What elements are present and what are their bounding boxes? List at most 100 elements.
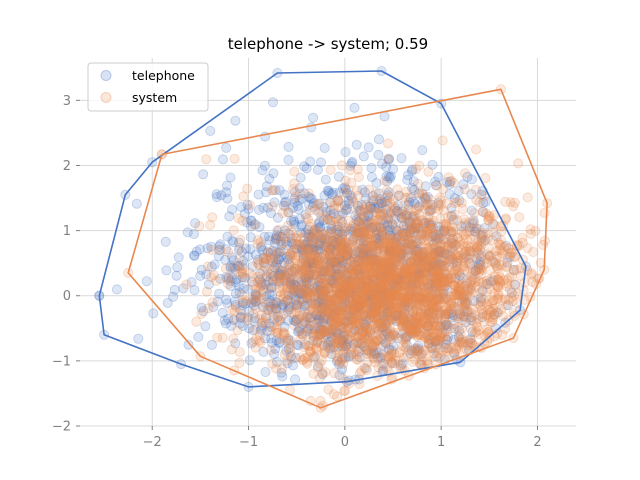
data-point-telephone [455,309,466,320]
data-point-telephone [250,313,261,324]
data-point-system [459,214,470,225]
data-point-system [282,220,293,231]
data-point-system [513,158,524,169]
data-point-telephone [342,243,353,254]
data-point-telephone [325,308,336,319]
data-point-system [279,233,290,244]
data-point-system [320,288,331,299]
data-point-system [437,135,448,146]
data-point-telephone [296,279,307,290]
data-point-telephone [430,234,441,245]
data-point-telephone [345,305,356,316]
data-point-telephone [391,205,402,216]
data-point-telephone [314,313,325,324]
data-point-telephone [402,170,413,181]
data-point-telephone [377,340,388,351]
data-point-system [486,235,497,246]
data-point-telephone [450,273,461,284]
data-point-telephone [502,300,513,311]
data-point-telephone [368,301,379,312]
data-point-system [488,256,499,267]
data-point-system [416,188,427,199]
data-point-telephone [397,328,408,339]
data-point-telephone [221,180,232,191]
data-point-telephone [404,237,415,248]
data-point-system [207,297,218,308]
data-point-telephone [111,284,122,295]
data-point-telephone [307,275,318,286]
data-point-telephone [161,265,172,276]
data-point-telephone [508,264,519,275]
data-point-telephone [290,264,301,275]
data-point-telephone [259,231,270,242]
data-point-telephone [298,238,309,249]
data-point-telephone [293,284,304,295]
data-point-telephone [316,286,327,297]
data-point-telephone [506,287,517,298]
data-point-telephone [331,271,342,282]
x-tick-label: −2 [143,435,162,450]
data-point-telephone [260,279,271,290]
data-point-telephone [293,204,304,215]
data-point-system [424,211,435,222]
data-point-system [386,270,397,281]
data-point-system [328,319,339,330]
data-point-telephone [464,337,475,348]
data-point-telephone [271,335,282,346]
data-point-system [382,154,393,165]
data-point-telephone [221,294,232,305]
data-point-system [420,332,431,343]
data-point-telephone [328,277,339,288]
data-point-telephone [258,346,269,357]
data-point-telephone [353,263,364,274]
data-point-telephone [271,356,282,367]
data-point-system [530,225,541,236]
data-point-telephone [334,253,345,264]
data-point-telephone [339,292,350,303]
data-point-telephone [303,231,314,242]
data-point-system [471,144,482,155]
data-point-telephone [275,315,286,326]
data-point-telephone [376,226,387,237]
data-point-telephone [351,139,362,150]
data-point-telephone [303,258,314,269]
data-point-telephone [349,274,360,285]
data-point-telephone [334,187,345,198]
data-point-telephone [322,185,333,196]
data-point-telephone [300,272,311,283]
data-point-telephone [366,172,377,183]
data-point-telephone [324,250,335,261]
data-point-telephone [237,260,248,271]
data-point-telephone [300,283,311,294]
data-point-telephone [373,134,384,145]
data-point-system [226,344,237,355]
data-point-system [391,232,402,243]
data-point-telephone [314,198,325,209]
data-point-system [377,307,388,318]
data-point-telephone [283,343,294,354]
data-point-telephone [401,339,412,350]
data-point-telephone [387,219,398,230]
data-point-telephone [243,284,254,295]
data-point-system [336,160,347,171]
data-point-system [345,331,356,342]
data-point-telephone [358,151,369,162]
data-point-telephone [182,227,193,238]
data-point-telephone [304,258,315,269]
data-point-system [242,183,253,194]
data-point-telephone [412,238,423,249]
data-point-telephone [133,333,144,344]
data-point-system [289,166,300,177]
data-point-telephone [383,154,394,165]
data-point-telephone [349,259,360,270]
data-point-telephone [439,321,450,332]
data-point-telephone [407,212,418,223]
data-point-telephone [444,179,455,190]
data-point-system [260,311,271,322]
data-point-telephone [404,300,415,311]
data-point-telephone [365,201,376,212]
data-point-telephone [405,217,416,228]
data-point-telephone [338,265,349,276]
data-point-telephone [410,343,421,354]
data-point-telephone [370,283,381,294]
